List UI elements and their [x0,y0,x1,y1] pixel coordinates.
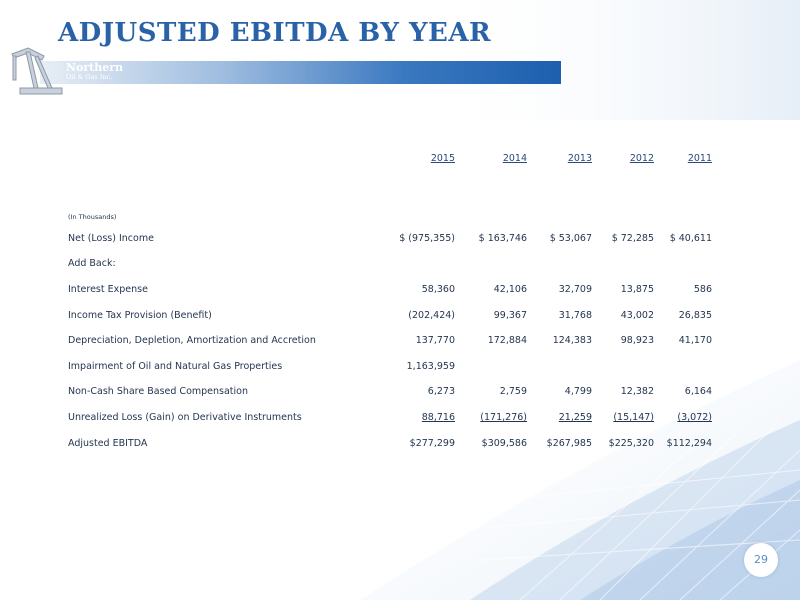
cell-2014: 42,106 [493,284,527,296]
row-label: Add Back: [68,258,116,270]
cell-2013 [527,251,592,277]
cell-2013: 124,383 [552,335,592,347]
units-label: (In Thousands) [68,212,117,221]
cell-2011: $112,294 [666,437,712,449]
row-label: Non-Cash Share Based Compensation [68,386,248,398]
cell-2012: 12,382 [620,386,654,398]
row-label: Unrealized Loss (Gain) on Derivative Ins… [68,412,302,424]
page-title: ADJUSTED EBITDA BY YEAR [58,18,492,48]
header-spacer [68,146,383,172]
cell-2011: 586 [693,284,712,296]
cell-2011: 6,164 [684,386,712,398]
cell-2014: 99,367 [493,309,527,321]
cell-2012: $ 72,285 [611,232,654,244]
cell-2014: $ 163,746 [478,232,527,244]
table-row: Unrealized Loss (Gain) on Derivative Ins… [68,405,712,431]
cell-2011 [654,251,712,277]
spacer-row [68,172,712,208]
cell-2015: 1,163,959 [406,360,455,372]
table-row: Net (Loss) Income $ (975,355) $ 163,746 … [68,226,712,252]
row-label: Net (Loss) Income [68,232,154,244]
row-label: Depreciation, Depletion, Amortization an… [68,335,316,347]
page-number: 29 [744,543,778,577]
company-logo: Northern Oil & Gas Inc. [66,62,123,81]
cell-2013: 21,259 [558,412,592,424]
table-row: Impairment of Oil and Natural Gas Proper… [68,354,712,380]
logo-subtitle: Oil & Gas Inc. [66,73,113,81]
cell-2015: 137,770 [415,335,455,347]
cell-2011: (3,072) [677,412,712,424]
cell-2011 [654,354,712,380]
pumpjack-logo-icon [11,47,63,95]
table-row: Depreciation, Depletion, Amortization an… [68,328,712,354]
table-row: Non-Cash Share Based Compensation 6,273 … [68,379,712,405]
cell-2011: $ 40,611 [669,232,712,244]
cell-2015: $ (975,355) [399,232,455,244]
cell-2015: 6,273 [427,386,455,398]
cell-2013: $267,985 [546,437,592,449]
cell-2012: 43,002 [620,309,654,321]
cell-2012: $225,320 [608,437,654,449]
cell-2015: (202,424) [408,309,455,321]
cell-2014: $309,586 [481,437,527,449]
cell-2012 [592,251,654,277]
cell-2012: (15,147) [613,412,654,424]
year-header: 2014 [502,153,527,165]
cell-2015: 88,716 [421,412,455,424]
table-row: Income Tax Provision (Benefit) (202,424)… [68,302,712,328]
cell-2014 [455,251,527,277]
year-header: 2013 [567,153,592,165]
year-header: 2012 [629,153,654,165]
cell-2012 [592,354,654,380]
row-label: Adjusted EBITDA [68,437,148,449]
cell-2015 [383,251,455,277]
cell-2011: 26,835 [678,309,712,321]
row-label: Income Tax Provision (Benefit) [68,309,212,321]
cell-2013 [527,354,592,380]
cell-2014: 2,759 [499,386,527,398]
year-header-row: 2015 2014 2013 2012 2011 [68,146,712,172]
row-label: Interest Expense [68,284,148,296]
total-row: Adjusted EBITDA $277,299 $309,586 $267,9… [68,430,712,456]
cell-2014: (171,276) [480,412,527,424]
year-header: 2015 [430,153,455,165]
cell-2013: $ 53,067 [549,232,592,244]
cell-2015: $277,299 [409,437,455,449]
table-row: Add Back: [68,251,712,277]
units-row: (In Thousands) [68,208,712,226]
cell-2012: 98,923 [620,335,654,347]
cell-2011: 41,170 [678,335,712,347]
table-row: Interest Expense 58,360 42,106 32,709 13… [68,277,712,303]
cell-2015: 58,360 [421,284,455,296]
header-band [40,61,561,84]
cell-2014 [455,354,527,380]
logo-name: Northern [66,61,124,74]
ebitda-table: 2015 2014 2013 2012 2011 (In Thousands) … [68,146,712,456]
cell-2014: 172,884 [487,335,527,347]
cell-2013: 31,768 [558,309,592,321]
row-label: Impairment of Oil and Natural Gas Proper… [68,360,283,372]
cell-2012: 13,875 [620,284,654,296]
year-header: 2011 [687,153,712,165]
cell-2013: 4,799 [564,386,592,398]
cell-2013: 32,709 [558,284,592,296]
